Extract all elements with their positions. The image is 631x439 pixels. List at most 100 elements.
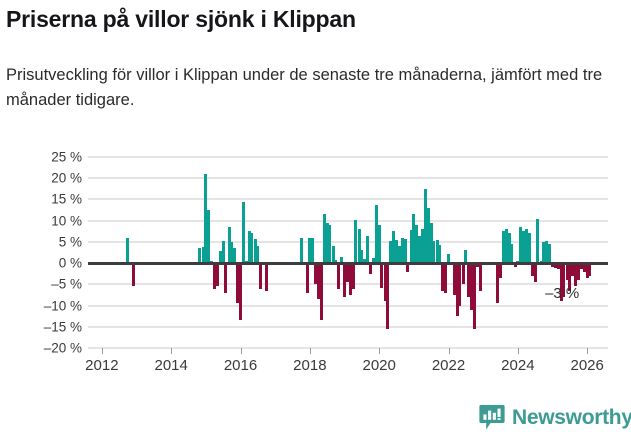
bar-chart-bubble-icon: [479, 404, 505, 431]
x-axis-tick: [587, 348, 589, 354]
bar: [299, 238, 303, 264]
x-axis: 2012 2014 2016 2018 2020 2022 2024 2026: [85, 348, 608, 388]
bar: [201, 246, 205, 264]
gridline: [88, 240, 608, 243]
logo-text: Newsworthy: [512, 405, 631, 429]
bar: [588, 263, 592, 276]
bar: [516, 260, 520, 264]
y-axis-labels: 25 % 20 % 15 % 10 % 5 % 0 % –5 % –10 % –15 % –20 …: [0, 150, 82, 356]
bar: [360, 250, 364, 264]
bar-series: [88, 157, 608, 348]
bar: [227, 227, 231, 264]
page-subtitle: Prisutveckling för villor i Klippan unde…: [6, 66, 603, 109]
bar: [421, 229, 425, 264]
bar: [397, 246, 401, 264]
bar: [400, 237, 404, 264]
bar: [395, 239, 399, 264]
page-title: Priserna på villor sjönk i Klippan: [6, 6, 356, 32]
bar: [539, 260, 543, 264]
bar: [510, 244, 514, 264]
bar: [383, 263, 387, 302]
bar: [215, 263, 219, 287]
bar: [473, 263, 477, 329]
bar: [464, 250, 468, 264]
bar: [256, 246, 260, 264]
bar: [224, 263, 228, 293]
y-axis-tick-label: 0 %: [58, 255, 82, 271]
bar: [236, 263, 240, 304]
bar: [126, 237, 130, 264]
bar: [475, 263, 479, 268]
bar: [331, 246, 335, 264]
bar: [556, 263, 560, 270]
y-axis-tick-label: –5 %: [51, 276, 82, 292]
bar: [198, 248, 202, 264]
x-axis-tick: [101, 348, 103, 354]
x-axis-tick-label: 2012: [85, 357, 119, 374]
bar: [571, 263, 575, 276]
bar: [432, 241, 436, 264]
bar: [530, 263, 534, 276]
y-axis-tick-label: 20 %: [51, 170, 82, 186]
bar: [314, 263, 318, 285]
last-value-annotation: –3 %: [545, 285, 580, 303]
bar: [377, 224, 381, 264]
bar: [553, 263, 557, 269]
x-axis-tick: [379, 348, 381, 354]
bar: [536, 218, 540, 264]
bar: [354, 219, 358, 264]
x-axis-tick-label: 2016: [223, 357, 258, 374]
x-axis-tick-label: 2026: [570, 357, 604, 374]
y-axis-tick-label: –10 %: [43, 298, 82, 314]
y-axis-tick-label: 15 %: [51, 191, 82, 207]
bar: [233, 247, 237, 264]
bar: [239, 263, 243, 321]
bar: [366, 236, 370, 264]
bar: [496, 263, 500, 304]
bar: [429, 222, 433, 264]
newsworthy-logo: Newsworthy: [479, 404, 631, 431]
zero-axis-line: [88, 262, 608, 266]
bar: [418, 235, 422, 264]
bar: [542, 241, 546, 264]
gridline: [88, 219, 608, 222]
bar: [317, 263, 321, 300]
bar: [343, 263, 347, 298]
y-axis-tick-label: 5 %: [58, 234, 82, 250]
bar: [241, 201, 245, 264]
bar: [519, 227, 523, 264]
x-axis-tick-label: 2020: [362, 357, 396, 374]
bar: [308, 238, 312, 264]
bar: [348, 263, 352, 295]
bar: [527, 233, 531, 264]
bar: [322, 214, 326, 264]
gridline: [88, 304, 608, 307]
bar: [441, 263, 445, 291]
bar: [525, 229, 529, 264]
bar: [204, 173, 208, 264]
bar: [250, 233, 254, 264]
bar: [548, 244, 552, 264]
y-axis-tick-label: 25 %: [51, 149, 82, 165]
x-axis-tick: [309, 348, 311, 354]
bar: [311, 237, 315, 264]
gridline: [88, 198, 608, 201]
bar: [403, 239, 407, 264]
bar: [380, 263, 384, 288]
bar: [265, 263, 269, 291]
bar: [230, 241, 234, 264]
bar: [213, 263, 217, 289]
bar: [218, 251, 222, 264]
bar: [585, 263, 589, 278]
bar: [409, 230, 413, 264]
gridline: [88, 283, 608, 286]
bar: [458, 263, 462, 306]
bar: [305, 263, 309, 293]
y-axis-tick-label: –20 %: [43, 340, 82, 356]
bar: [455, 263, 459, 317]
gridline: [88, 156, 608, 158]
bar: [478, 263, 482, 291]
bar: [452, 263, 456, 295]
bar: [221, 240, 225, 264]
